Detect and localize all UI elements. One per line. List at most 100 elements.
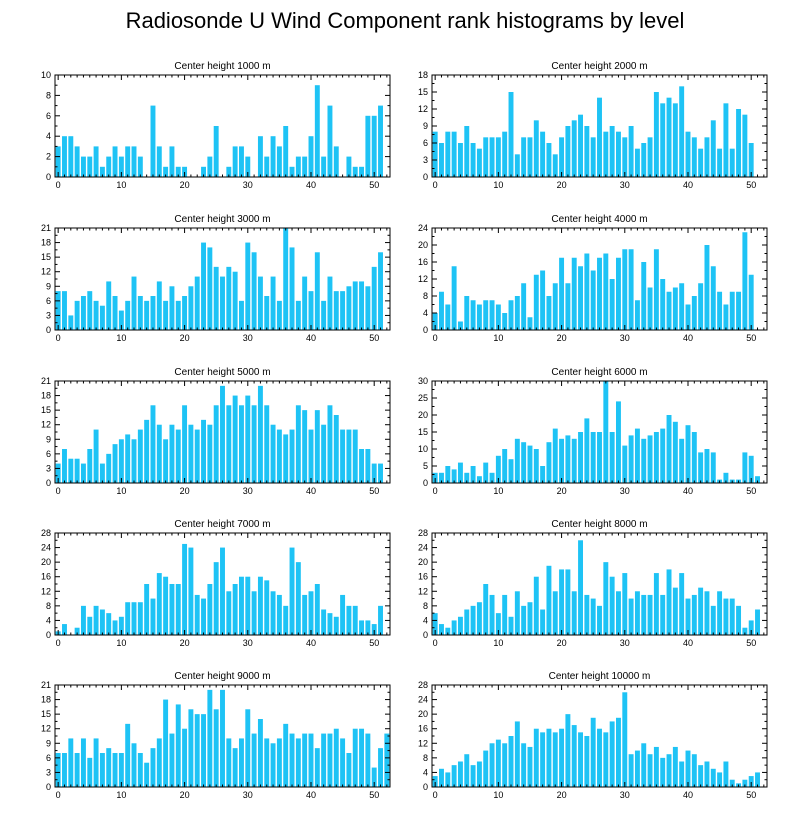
y-tick-label: 21 xyxy=(41,376,51,386)
bar xyxy=(131,146,137,177)
bar xyxy=(464,126,470,177)
bar xyxy=(495,137,501,177)
bar xyxy=(470,466,476,483)
bar xyxy=(691,137,697,177)
bar xyxy=(736,109,742,177)
y-tick-label: 6 xyxy=(46,449,51,459)
bar xyxy=(257,576,263,635)
bar xyxy=(521,137,527,177)
y-tick-label: 12 xyxy=(41,420,51,430)
bar xyxy=(432,131,438,177)
bar xyxy=(470,143,476,177)
bar xyxy=(445,772,451,787)
bar xyxy=(628,754,634,787)
bar xyxy=(439,472,444,483)
bar xyxy=(93,300,99,330)
bar xyxy=(74,458,80,483)
y-tick-label: 12 xyxy=(41,267,51,277)
x-tick-label: 10 xyxy=(116,486,126,496)
bar xyxy=(571,591,577,635)
bar xyxy=(489,137,495,177)
bar xyxy=(691,432,697,483)
bar xyxy=(590,270,596,330)
bar xyxy=(559,728,565,787)
bar xyxy=(470,300,476,330)
bar xyxy=(597,432,602,483)
bar xyxy=(352,166,358,177)
x-tick-label: 30 xyxy=(620,333,630,343)
bar xyxy=(628,598,634,635)
panel-10: Center height 10000 m 0 10 20 30 40 50 0 4 8 12 16 2… xyxy=(418,671,768,800)
bar xyxy=(672,587,678,635)
bar xyxy=(327,105,333,177)
bar xyxy=(365,449,371,483)
bar xyxy=(118,753,124,787)
bar xyxy=(527,445,533,483)
y-tick-label: 15 xyxy=(41,709,51,719)
bar xyxy=(283,126,289,177)
bar xyxy=(521,743,527,787)
bar xyxy=(226,266,232,330)
bar xyxy=(660,757,666,787)
x-tick-label: 0 xyxy=(56,638,61,648)
bar xyxy=(634,750,640,787)
bar xyxy=(194,276,200,330)
bar xyxy=(457,321,463,330)
y-tick-label: 8 xyxy=(423,291,428,301)
bar xyxy=(239,300,244,330)
y-tick-label: 6 xyxy=(46,296,51,306)
y-tick-label: 12 xyxy=(418,104,428,114)
bar xyxy=(150,405,156,483)
bar xyxy=(723,472,729,483)
bar xyxy=(584,736,590,787)
bar xyxy=(457,761,463,787)
bar xyxy=(270,591,276,635)
bar xyxy=(118,156,124,177)
bar xyxy=(502,313,508,330)
bar xyxy=(321,156,327,177)
bar xyxy=(432,613,438,635)
bar xyxy=(333,146,339,177)
bar xyxy=(578,266,583,330)
y-tick-label: 0 xyxy=(423,630,428,640)
bar xyxy=(314,410,320,483)
bar xyxy=(283,723,289,787)
bar xyxy=(182,728,188,787)
bar xyxy=(445,627,451,635)
bar xyxy=(201,166,206,177)
bar xyxy=(232,584,238,635)
bar xyxy=(628,126,634,177)
bar xyxy=(508,616,514,635)
bar xyxy=(616,717,621,787)
bar xyxy=(276,429,282,483)
bar xyxy=(239,738,244,787)
x-tick-label: 0 xyxy=(56,333,61,343)
bar xyxy=(641,743,647,787)
bar xyxy=(333,728,339,787)
bar xyxy=(131,276,137,330)
bar xyxy=(163,576,169,635)
bar xyxy=(245,242,251,330)
bar xyxy=(628,435,634,483)
y-tick-label: 9 xyxy=(46,281,51,291)
x-tick-label: 0 xyxy=(433,638,438,648)
bar xyxy=(131,743,137,787)
bar xyxy=(182,296,188,330)
bar xyxy=(327,613,333,635)
bar xyxy=(257,719,263,787)
panel-title: Center height 10000 m xyxy=(549,671,651,682)
bar xyxy=(679,438,685,483)
bar xyxy=(464,754,470,787)
bar xyxy=(609,721,615,787)
bar xyxy=(476,148,482,177)
bar xyxy=(232,395,238,483)
bar xyxy=(150,105,156,177)
bar xyxy=(276,300,282,330)
bar xyxy=(540,270,546,330)
bar xyxy=(552,732,558,787)
bar xyxy=(603,131,609,177)
bar xyxy=(232,748,238,787)
bar xyxy=(201,598,206,635)
bar xyxy=(340,291,346,330)
bar xyxy=(584,594,590,635)
